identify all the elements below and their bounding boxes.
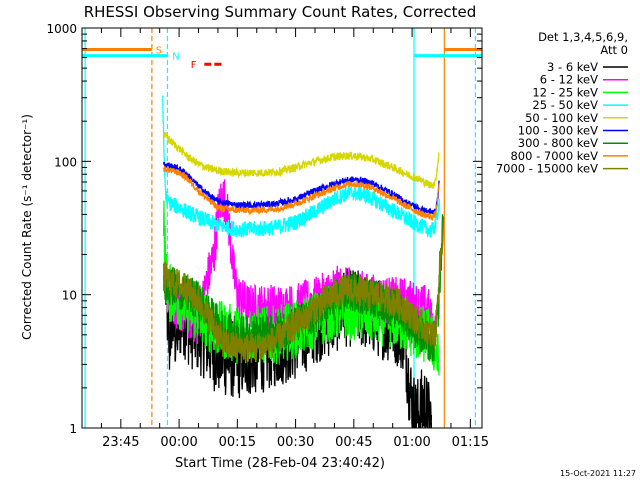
legend-header-att: Att 0 [600, 43, 628, 57]
series-line-2 [162, 200, 440, 376]
y-tick-label-0: 1 [69, 422, 77, 436]
footer-timestamp: 15-Oct-2021 11:27 [560, 469, 636, 478]
y-axis-label: Corrected Count Rate (s⁻¹ detector⁻¹) [20, 114, 34, 340]
x-tick-label-1: 00:00 [160, 435, 197, 450]
flag-label-F: F [191, 60, 197, 71]
legend-label-8: 7000 - 15000 keV [496, 162, 598, 176]
y-tick-label-3: 1000 [46, 22, 77, 36]
legend-label-7: 800 - 7000 keV [510, 149, 598, 163]
x-tick-label-3: 00:30 [277, 435, 314, 450]
legend-label-2: 12 - 25 keV [532, 85, 598, 99]
flag-label-S: S [156, 45, 162, 56]
series-line-3 [162, 95, 440, 238]
flag-label-N: N [172, 52, 179, 63]
x-tick-label-0: 23:45 [102, 435, 139, 450]
legend-label-3: 25 - 50 keV [532, 98, 598, 112]
chart-title: RHESSI Observing Summary Count Rates, Co… [84, 3, 477, 21]
x-tick-label-2: 00:15 [219, 435, 256, 450]
y-tick-label-2: 100 [54, 155, 77, 169]
legend-label-4: 50 - 100 keV [525, 111, 598, 125]
x-axis-label: Start Time (28-Feb-04 23:40:42) [175, 456, 385, 471]
x-tick-label-6: 01:15 [452, 435, 489, 450]
y-tick-label-1: 10 [62, 289, 77, 303]
legend-label-0: 3 - 6 keV [547, 60, 598, 74]
legend-label-1: 6 - 12 keV [540, 73, 598, 87]
series-line-7 [162, 165, 440, 222]
series-line-4 [162, 132, 440, 190]
x-tick-label-4: 00:45 [335, 435, 372, 450]
legend-label-5: 100 - 300 keV [518, 124, 598, 138]
series-line-8 [162, 222, 444, 364]
plot-frame [81, 27, 483, 429]
x-tick-label-5: 01:00 [393, 435, 430, 450]
legend-label-6: 300 - 800 keV [518, 136, 598, 150]
legend-header-det: Det 1,3,4,5,6,9, [538, 30, 628, 44]
